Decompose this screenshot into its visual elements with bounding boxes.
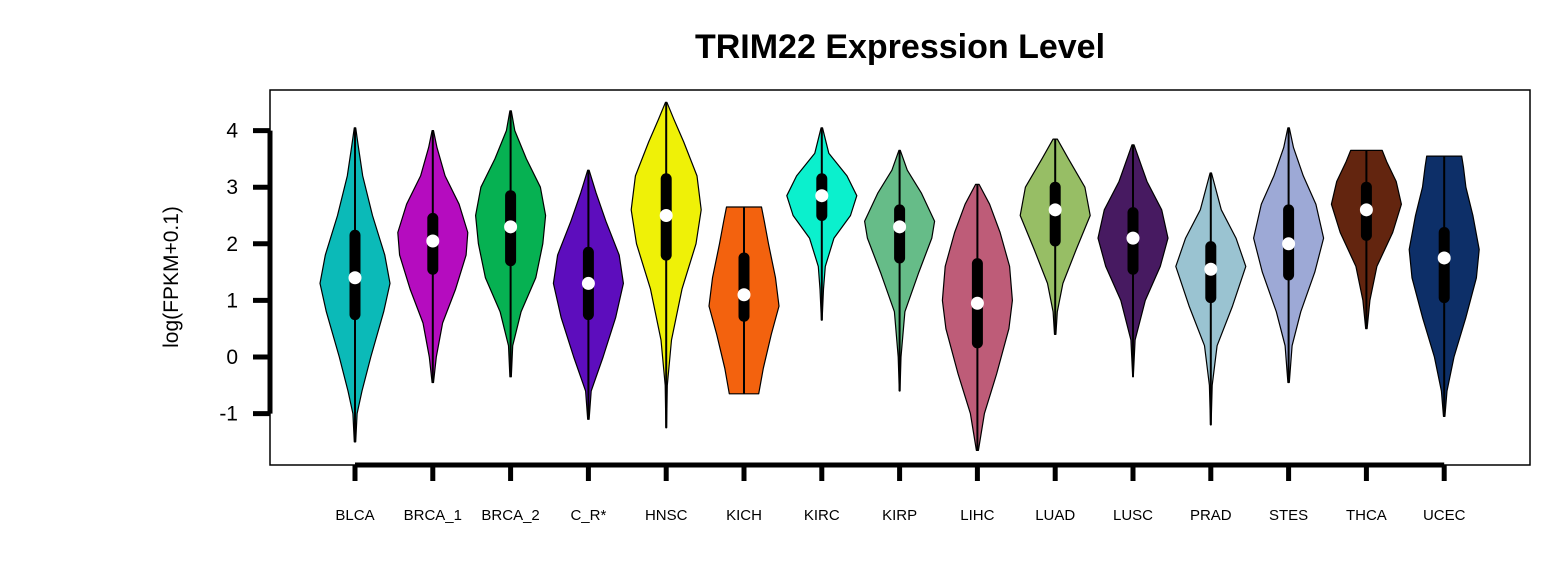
x-tick-label: UCEC: [1423, 507, 1466, 524]
violin-median-point: [1282, 237, 1296, 251]
y-axis: -1 0 1 2 3 4: [219, 120, 273, 426]
violin-prad: [1175, 172, 1247, 426]
violin-luad: [1019, 138, 1091, 335]
y-axis-label: log(FPKM+0.1): [160, 206, 183, 348]
x-tick-label: LUAD: [1035, 507, 1075, 524]
violin-median-point: [1126, 231, 1140, 245]
violin-median-point: [659, 209, 673, 222]
violin-median-point: [815, 189, 829, 203]
x-tick-label: PRAD: [1190, 507, 1232, 524]
violin-median-point: [1204, 262, 1218, 276]
violin-kich: [708, 206, 780, 395]
violin-median-point: [1437, 251, 1451, 265]
violin-median-point: [970, 296, 984, 310]
chart-title: TRIM22 Expression Level: [695, 28, 1105, 66]
x-tick-label: KIRP: [882, 507, 917, 524]
y-tick-label: 4: [226, 120, 238, 143]
violins: [319, 101, 1480, 451]
x-tick-label: KIRC: [804, 507, 840, 524]
violin-lusc: [1097, 144, 1169, 378]
violin-kirc: [786, 127, 858, 321]
x-tick-label: HNSC: [645, 507, 688, 524]
violin-brca-1: [397, 130, 469, 384]
violin-median-point: [426, 234, 440, 248]
violin-thca: [1330, 149, 1402, 330]
violin-median-point: [737, 288, 751, 302]
x-tick-label: C_R*: [570, 507, 606, 524]
violin-median-point: [348, 271, 362, 285]
violin-blca: [319, 127, 391, 443]
violin-median-point: [1359, 203, 1373, 217]
x-axis: BLCA BRCA_1 BRCA_2 C_R* HNSC KICH KIRC KIRP LIHC…: [335, 462, 1466, 524]
violin-kirp: [864, 149, 936, 392]
violin-lihc: [941, 183, 1013, 451]
violin-hnsc: [630, 101, 702, 429]
violin-median-point: [581, 276, 595, 290]
x-tick-label: THCA: [1346, 507, 1387, 524]
x-tick-label: LUSC: [1113, 507, 1153, 524]
y-tick-label: 3: [226, 176, 238, 199]
y-tick-label: 2: [226, 233, 238, 256]
x-tick-label: BLCA: [335, 507, 374, 524]
y-tick-label: -1: [219, 403, 238, 426]
violin-median-point: [1048, 203, 1062, 217]
violin-median-point: [893, 220, 907, 234]
y-tick-label: 1: [226, 289, 238, 312]
violin-stes: [1253, 127, 1325, 384]
violin-brca-2: [475, 110, 547, 378]
x-tick-label: LIHC: [960, 507, 994, 524]
violin-ucec: [1408, 155, 1480, 417]
x-tick-label: BRCA_2: [481, 507, 539, 524]
y-tick-label: 0: [226, 346, 238, 369]
violin-median-point: [504, 220, 518, 234]
x-tick-label: KICH: [726, 507, 762, 524]
x-tick-label: STES: [1269, 507, 1308, 524]
violin-c-r-: [552, 169, 624, 420]
x-tick-label: BRCA_1: [404, 507, 462, 524]
